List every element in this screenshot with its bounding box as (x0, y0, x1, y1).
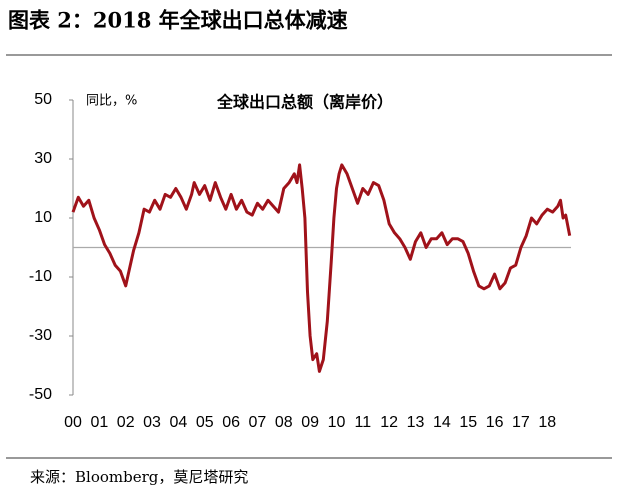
x-tick-label: 11 (355, 414, 372, 431)
x-tick-label: 14 (433, 414, 451, 431)
x-tick-label: 12 (380, 414, 398, 431)
x-tick-label: 06 (222, 414, 240, 431)
y-tick-label: -50 (29, 386, 52, 403)
x-tick-label: 18 (538, 414, 556, 431)
x-tick-label: 05 (196, 414, 214, 431)
x-tick-label: 16 (486, 414, 504, 431)
x-tick-label: 09 (301, 414, 319, 431)
x-tick-label: 15 (459, 414, 477, 431)
source-note: 来源：Bloomberg，莫尼塔研究 (30, 468, 248, 486)
x-tick-label: 17 (512, 414, 530, 431)
x-tick-label: 07 (249, 414, 267, 431)
x-tick-label: 02 (117, 414, 135, 431)
x-tick-label: 13 (407, 414, 425, 431)
x-tick-label: 08 (275, 414, 293, 431)
y-axis-label: 同比，% (86, 94, 137, 109)
y-tick-label: 50 (34, 91, 52, 108)
page-title: 图表 2：2018 年全球出口总体减速 (8, 8, 348, 33)
y-tick-label: -30 (29, 327, 52, 344)
x-tick-label: 01 (90, 414, 108, 431)
x-tick-label: 00 (64, 414, 82, 431)
data-line (71, 163, 572, 373)
y-tick-label: -10 (29, 268, 52, 285)
y-tick-label: 10 (34, 209, 52, 226)
y-tick-label: 30 (34, 150, 52, 167)
chart-title: 全球出口总额（离岸价） (216, 93, 393, 112)
x-tick-label: 03 (143, 414, 161, 431)
x-tick-label: 04 (169, 414, 187, 431)
x-tick-label: 10 (328, 414, 346, 431)
